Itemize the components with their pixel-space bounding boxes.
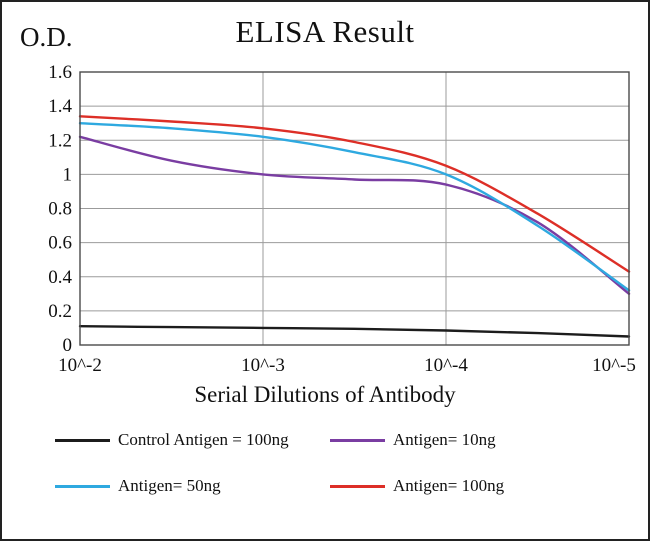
legend-line-swatch [55,484,110,488]
x-axis-title: Serial Dilutions of Antibody [194,382,456,407]
legend-line-swatch [330,484,385,488]
y-tick-label: 0 [63,335,73,356]
series-line-antigen-50ng [78,121,631,292]
series-line-antigen-10ng [78,135,631,295]
chart-title: ELISA Result [235,14,415,49]
series-line-antigen-100ng [78,115,631,273]
legend-item-antigen-10ng: Antigen= 10ng [330,430,595,450]
x-tick-label: 10^-5 [592,355,636,376]
y-tick-label: 1.4 [48,96,72,117]
legend: Control Antigen = 100ng Antigen= 10ng An… [55,430,595,496]
series-line-control-antigen-100ng [78,325,631,338]
legend-item-antigen-100ng: Antigen= 100ng [330,476,595,496]
y-tick-label: 1.2 [48,130,72,151]
y-tick-label: 1 [63,164,73,185]
y-axis-label: O.D. [20,22,73,52]
x-tick-label: 10^-3 [241,355,285,376]
plot-border [79,71,630,346]
x-tick-label: 10^-4 [424,355,468,376]
legend-item-antigen-50ng: Antigen= 50ng [55,476,320,496]
y-tick-label: 0.4 [48,267,72,288]
y-tick-label: 0.8 [48,199,72,220]
y-tick-label: 0.6 [48,233,72,254]
y-tick-label: 0.2 [48,301,72,322]
legend-label: Antigen= 100ng [393,476,505,495]
legend-item-control: Control Antigen = 100ng [55,430,320,450]
legend-line-swatch [55,438,110,442]
legend-line-swatch [330,438,385,442]
legend-label: Antigen= 10ng [393,430,496,449]
chart-header: O.D. ELISA Result [2,2,648,62]
legend-label: Antigen= 50ng [118,476,221,495]
plot-area: 0 0.2 0.4 0.6 0.8 1 1.2 1.4 1.6 10^-2 10^-3 10^-4 10… [48,62,636,376]
legend-label: Control Antigen = 100ng [118,430,289,449]
y-tick-label: 1.6 [48,62,72,83]
x-tick-label: 10^-2 [58,355,102,376]
